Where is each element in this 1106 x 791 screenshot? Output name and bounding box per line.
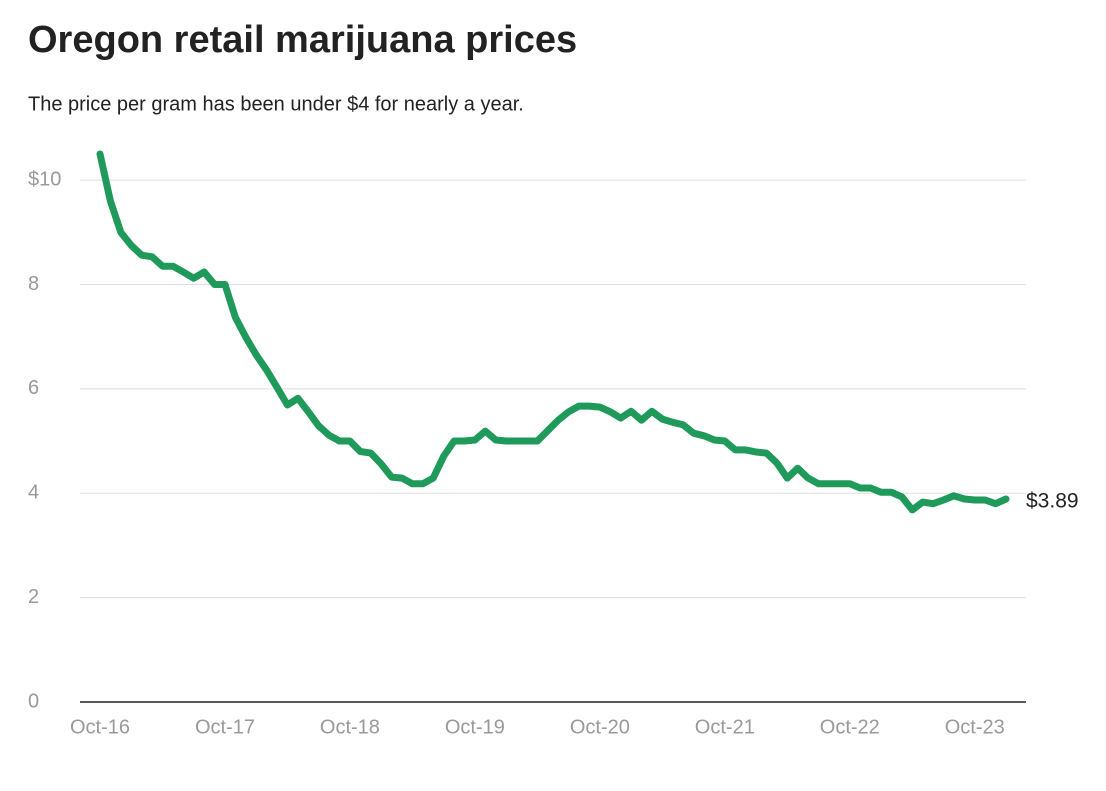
y-tick-label: 8 <box>28 273 39 295</box>
x-tick-label: Oct-22 <box>820 716 880 738</box>
y-tick-label: 4 <box>28 482 39 504</box>
x-tick-label: Oct-23 <box>945 716 1005 738</box>
x-tick-label: Oct-18 <box>320 716 380 738</box>
chart-title: Oregon retail marijuana prices <box>28 19 577 61</box>
chart-subtitle: The price per gram has been under $4 for… <box>28 93 524 115</box>
y-tick-label: 0 <box>28 690 39 712</box>
y-tick-label: 6 <box>28 377 39 399</box>
y-tick-label: $10 <box>28 168 61 190</box>
x-tick-label: Oct-19 <box>445 716 505 738</box>
x-tick-label: Oct-21 <box>695 716 755 738</box>
line <box>96 150 1010 514</box>
y-tick-label: 2 <box>28 586 39 608</box>
x-tick-label: Oct-17 <box>195 716 255 738</box>
end-label: $3.89 <box>1026 490 1079 513</box>
x-tick-label: Oct-16 <box>70 716 130 738</box>
x-tick-label: Oct-20 <box>570 716 630 738</box>
